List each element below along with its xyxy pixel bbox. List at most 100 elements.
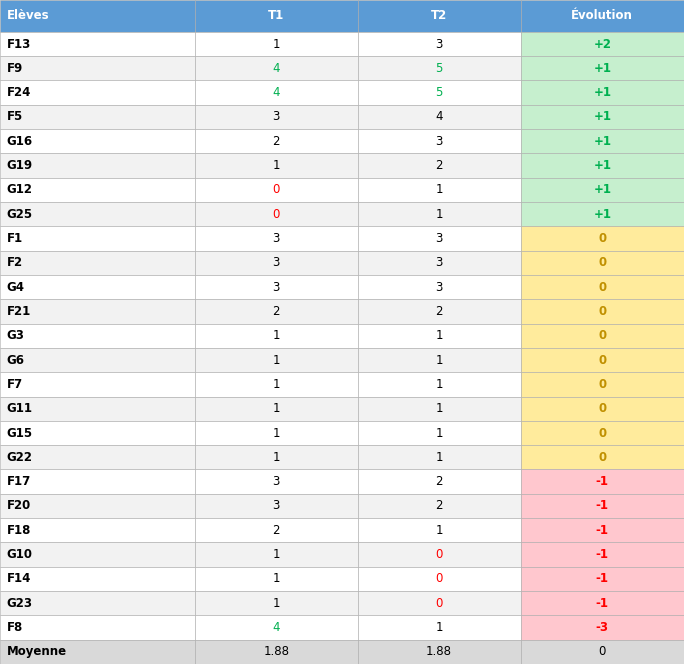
Bar [0,226,195,251]
Text: G6: G6 [7,354,25,367]
Text: 2: 2 [273,524,280,537]
Text: 0: 0 [598,378,606,391]
Bar [358,202,521,226]
Bar [0,323,195,348]
Text: F18: F18 [7,524,31,537]
Text: +1: +1 [593,159,611,172]
Bar [358,129,521,153]
Text: +1: +1 [593,62,611,75]
Bar [358,105,521,129]
Bar [521,251,684,275]
Text: 1: 1 [436,208,443,220]
Text: 0: 0 [598,305,606,318]
Text: F14: F14 [7,572,31,586]
Text: 1: 1 [436,426,443,440]
Text: 0: 0 [598,281,606,293]
Bar [195,178,358,202]
Bar [521,202,684,226]
Bar [521,518,684,542]
Bar [195,275,358,299]
Text: 1: 1 [273,378,280,391]
Text: +1: +1 [593,86,611,99]
Bar [0,494,195,518]
Bar [195,202,358,226]
Bar [521,153,684,178]
Bar [521,421,684,445]
Text: 2: 2 [436,305,443,318]
Text: F8: F8 [7,621,23,634]
Bar [358,178,521,202]
Bar [195,105,358,129]
Text: -1: -1 [596,572,609,586]
Text: 0: 0 [436,597,443,610]
Text: -1: -1 [596,499,609,513]
Bar [195,518,358,542]
Text: 3: 3 [273,475,280,488]
Bar [195,80,358,105]
Text: 1: 1 [273,38,280,50]
Bar [195,129,358,153]
Bar [358,0,521,32]
Bar [521,348,684,373]
Bar [0,373,195,396]
Text: 1: 1 [273,329,280,342]
Text: 1: 1 [273,451,280,464]
Bar [521,80,684,105]
Text: 1: 1 [273,597,280,610]
Text: -3: -3 [596,621,609,634]
Bar [358,56,521,80]
Bar [0,80,195,105]
Text: 3: 3 [273,499,280,513]
Bar [358,80,521,105]
Bar [0,518,195,542]
Text: F5: F5 [7,110,23,124]
Bar [195,323,358,348]
Text: 3: 3 [436,256,443,270]
Bar [521,32,684,56]
Text: 0: 0 [598,451,606,464]
Bar [0,153,195,178]
Text: 1: 1 [436,402,443,415]
Bar [195,153,358,178]
Bar [195,226,358,251]
Bar [358,518,521,542]
Bar [195,591,358,616]
Text: 3: 3 [273,110,280,124]
Bar [195,445,358,469]
Bar [358,153,521,178]
Text: G23: G23 [7,597,33,610]
Text: G12: G12 [7,183,33,197]
Bar [0,421,195,445]
Bar [521,567,684,591]
Bar [521,469,684,494]
Text: 0: 0 [598,426,606,440]
Text: +1: +1 [593,135,611,148]
Text: G16: G16 [7,135,33,148]
Bar [0,445,195,469]
Bar [358,421,521,445]
Bar [358,396,521,421]
Bar [195,0,358,32]
Text: G10: G10 [7,548,33,561]
Bar [0,32,195,56]
Bar [521,445,684,469]
Text: 2: 2 [436,499,443,513]
Bar [521,105,684,129]
Bar [195,299,358,323]
Text: -1: -1 [596,597,609,610]
Text: F24: F24 [7,86,31,99]
Bar [521,299,684,323]
Text: 3: 3 [436,232,443,245]
Text: G22: G22 [7,451,33,464]
Bar [195,348,358,373]
Bar [521,616,684,639]
Bar [195,56,358,80]
Text: 0: 0 [598,645,606,658]
Text: 1: 1 [273,402,280,415]
Bar [521,542,684,567]
Text: F17: F17 [7,475,31,488]
Bar [358,567,521,591]
Bar [358,469,521,494]
Bar [358,348,521,373]
Text: 4: 4 [273,62,280,75]
